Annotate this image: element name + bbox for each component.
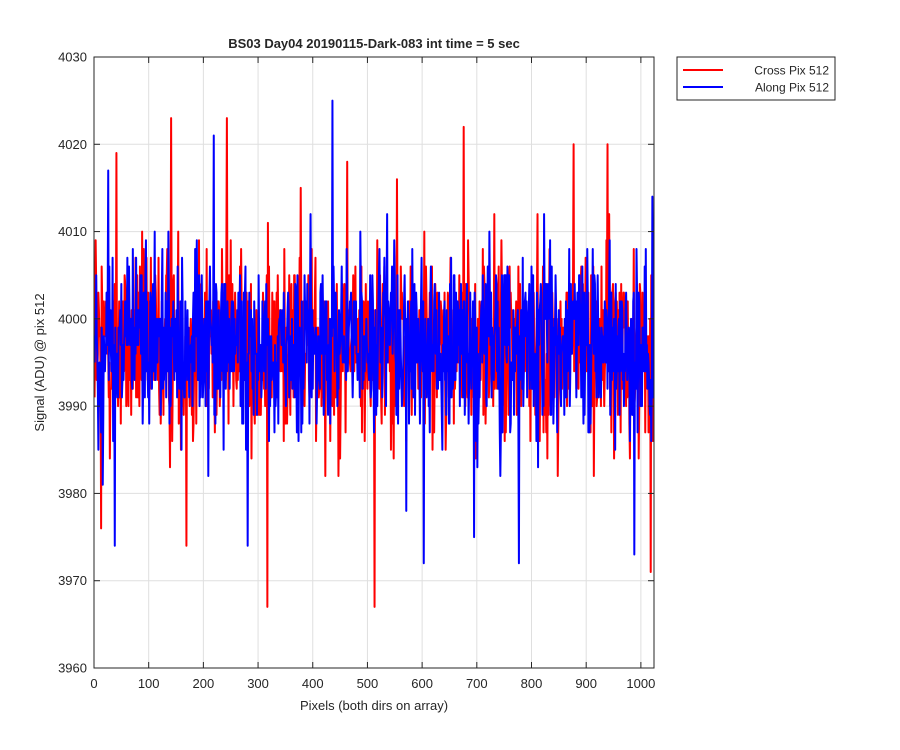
legend-box [676, 56, 836, 101]
x-tick-label: 1000 [626, 676, 655, 691]
y-tick-label: 3980 [58, 486, 87, 501]
y-tick-label: 4020 [58, 137, 87, 152]
y-axis-label: Signal (ADU) @ pix 512 [32, 293, 47, 431]
x-tick-label: 800 [521, 676, 543, 691]
x-tick-label: 500 [357, 676, 379, 691]
series-line-along [93, 99, 655, 565]
y-tick-label: 3960 [58, 661, 87, 676]
axes-frame [93, 56, 655, 669]
y-tick-label: 4010 [58, 224, 87, 239]
x-axis-label: Pixels (both dirs on array) [300, 698, 448, 713]
series-group [93, 99, 655, 608]
x-tick-label: 700 [466, 676, 488, 691]
legend-label-along: Along Pix 512 [755, 81, 829, 95]
x-tick-label: 200 [193, 676, 215, 691]
legend: Cross Pix 512 Along Pix 512 [676, 56, 836, 101]
axis-ticks: 0 100 200 300 400 500 600 700 800 900 1000 3960 3970… [58, 50, 655, 692]
y-tick-label: 3970 [58, 573, 87, 588]
x-tick-label: 300 [247, 676, 269, 691]
y-tick-label: 4030 [58, 50, 87, 65]
x-tick-label: 600 [411, 676, 433, 691]
chart-title: BS03 Day04 20190115-Dark-083 int time = … [228, 36, 520, 51]
x-tick-label: 400 [302, 676, 324, 691]
x-tick-label: 900 [575, 676, 597, 691]
legend-label-cross: Cross Pix 512 [754, 64, 829, 78]
y-tick-label: 3990 [58, 399, 87, 414]
x-tick-label: 100 [138, 676, 160, 691]
y-tick-label: 4000 [58, 311, 87, 326]
x-tick-label: 0 [90, 676, 97, 691]
